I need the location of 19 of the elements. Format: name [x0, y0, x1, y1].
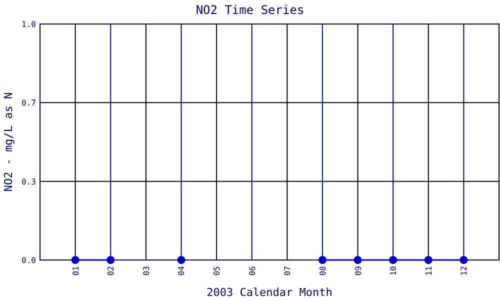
y-tick-label: 0.7: [22, 98, 36, 108]
x-tick-label: 04: [177, 266, 186, 276]
y-axis-title: NO2 - mg/L as N: [2, 92, 15, 192]
x-tick-label: 03: [142, 266, 151, 276]
x-tick-label: 12: [460, 266, 469, 276]
x-axis-title: 2003 Calendar Month: [206, 286, 332, 299]
y-tick-label: 0.0: [22, 256, 36, 265]
x-tick-label: 02: [106, 266, 116, 276]
x-tick-label: 10: [389, 266, 398, 276]
y-tick-label: 0.3: [22, 177, 36, 186]
x-tick-label: 07: [283, 266, 292, 276]
x-tick-label: 06: [248, 266, 257, 276]
x-tick-label: 11: [424, 266, 434, 276]
x-tick-label: 05: [212, 266, 222, 276]
chart-title: NO2 Time Series: [196, 3, 304, 17]
x-tick-label: 01: [71, 266, 80, 276]
y-tick-label: 1.0: [22, 20, 36, 29]
x-tick-label: 09: [354, 266, 363, 276]
x-tick-label: 08: [318, 266, 328, 276]
